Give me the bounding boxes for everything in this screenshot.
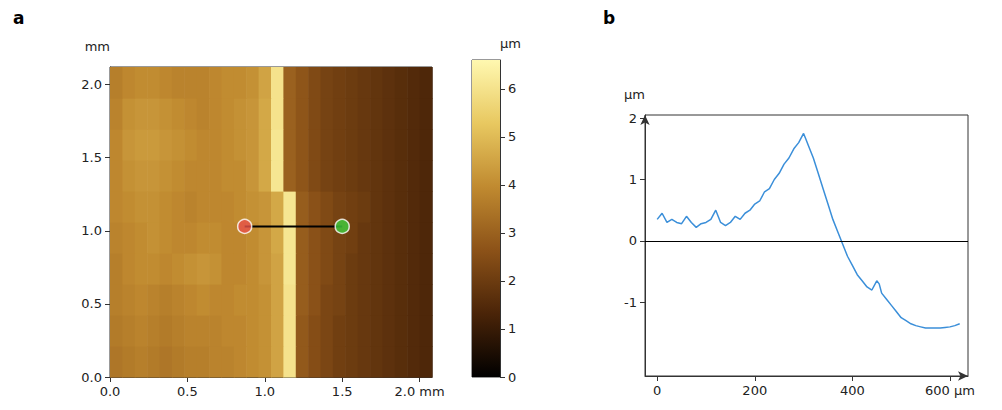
svg-text:1: 1 bbox=[629, 172, 637, 187]
svg-text:0: 0 bbox=[653, 383, 661, 398]
svg-text:2.0: 2.0 bbox=[81, 77, 102, 92]
svg-text:2: 2 bbox=[508, 273, 516, 288]
svg-text:3: 3 bbox=[508, 225, 516, 240]
svg-text:200: 200 bbox=[742, 383, 767, 398]
svg-text:0: 0 bbox=[629, 233, 637, 248]
svg-text:-1: -1 bbox=[624, 295, 637, 310]
svg-text:0.5: 0.5 bbox=[81, 296, 102, 311]
svg-text:1.0: 1.0 bbox=[81, 223, 102, 238]
svg-text:1.5: 1.5 bbox=[81, 150, 102, 165]
svg-text:4: 4 bbox=[508, 177, 516, 192]
svg-text:1.5: 1.5 bbox=[332, 384, 353, 399]
svg-text:mm: mm bbox=[85, 39, 110, 54]
svg-text:µm: µm bbox=[624, 87, 645, 102]
svg-text:0.0: 0.0 bbox=[81, 370, 102, 385]
svg-text:0: 0 bbox=[508, 370, 516, 385]
svg-text:0.0: 0.0 bbox=[100, 384, 121, 399]
svg-text:1: 1 bbox=[508, 321, 516, 336]
svg-text:5: 5 bbox=[508, 129, 516, 144]
svg-text:1.0: 1.0 bbox=[254, 384, 275, 399]
svg-text:a: a bbox=[13, 8, 24, 28]
svg-text:0.5: 0.5 bbox=[177, 384, 198, 399]
svg-text:6: 6 bbox=[508, 81, 516, 96]
svg-text:2.0 mm: 2.0 mm bbox=[395, 384, 445, 399]
svg-text:µm: µm bbox=[500, 36, 521, 51]
svg-text:2: 2 bbox=[629, 111, 637, 126]
svg-text:600 µm: 600 µm bbox=[925, 383, 975, 398]
svg-text:400: 400 bbox=[840, 383, 865, 398]
svg-text:b: b bbox=[603, 8, 615, 28]
